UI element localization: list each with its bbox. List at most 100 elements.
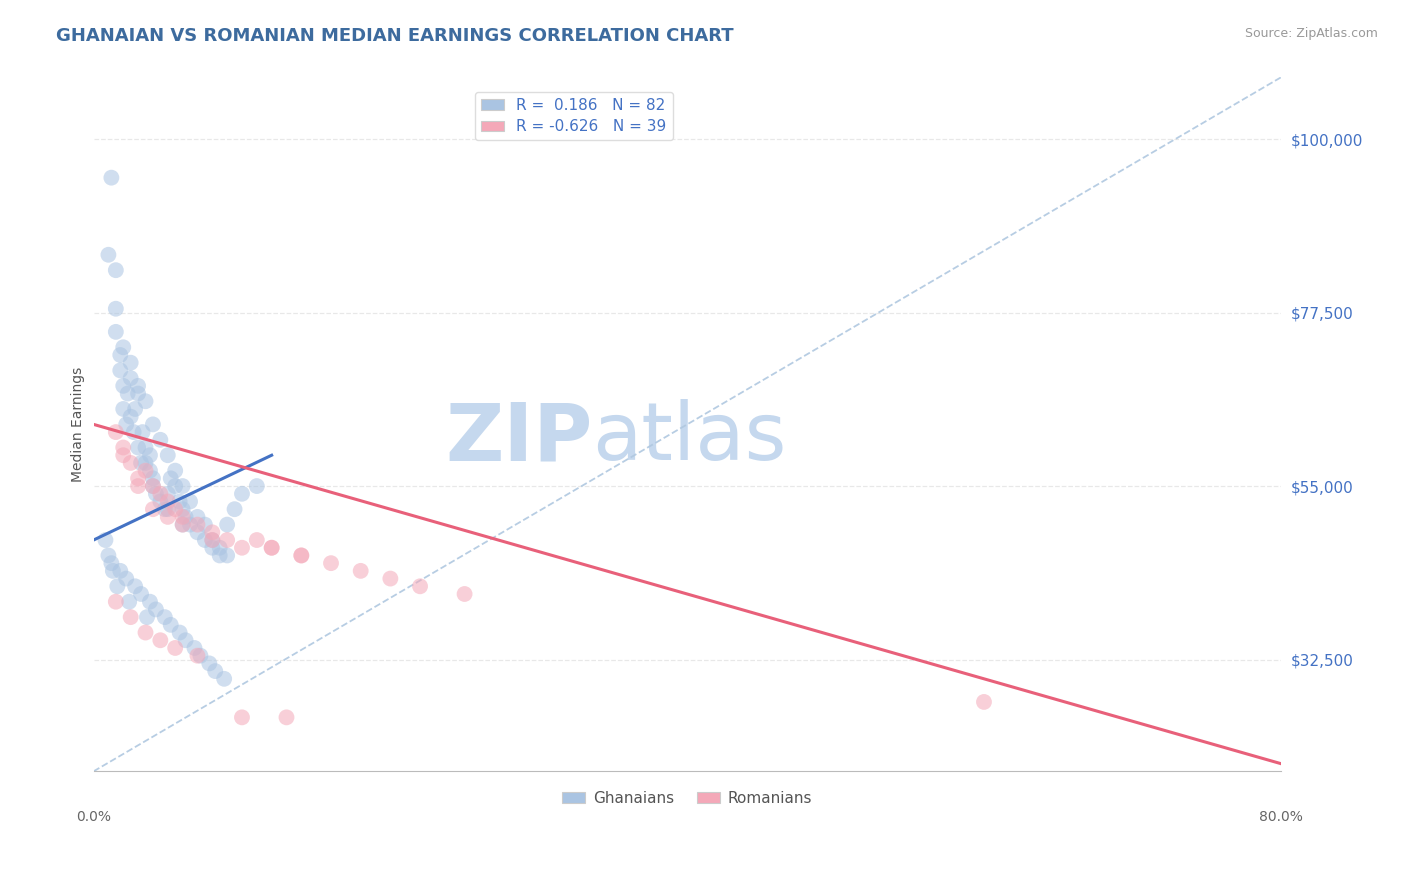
- Point: [172, 509, 194, 524]
- Point: [153, 502, 176, 516]
- Point: [319, 556, 342, 570]
- Point: [115, 572, 138, 586]
- Point: [186, 509, 208, 524]
- Text: atlas: atlas: [592, 400, 786, 477]
- Point: [139, 595, 162, 609]
- Point: [208, 541, 231, 555]
- Point: [136, 610, 159, 624]
- Point: [276, 710, 298, 724]
- Point: [97, 248, 120, 262]
- Point: [134, 441, 156, 455]
- Point: [165, 464, 187, 478]
- Point: [165, 479, 187, 493]
- Point: [174, 509, 197, 524]
- Point: [174, 633, 197, 648]
- Point: [142, 471, 165, 485]
- Point: [156, 487, 179, 501]
- Point: [172, 517, 194, 532]
- Point: [110, 363, 132, 377]
- Point: [142, 479, 165, 493]
- Point: [973, 695, 995, 709]
- Point: [156, 509, 179, 524]
- Point: [127, 479, 149, 493]
- Point: [105, 579, 128, 593]
- Point: [134, 394, 156, 409]
- Point: [94, 533, 117, 547]
- Point: [350, 564, 373, 578]
- Point: [169, 494, 191, 508]
- Point: [112, 448, 135, 462]
- Point: [129, 587, 152, 601]
- Point: [217, 549, 239, 563]
- Point: [129, 456, 152, 470]
- Point: [139, 448, 162, 462]
- Point: [179, 517, 201, 532]
- Point: [112, 441, 135, 455]
- Text: 0.0%: 0.0%: [76, 810, 111, 824]
- Point: [224, 502, 246, 516]
- Point: [156, 494, 179, 508]
- Point: [120, 356, 142, 370]
- Point: [231, 487, 253, 501]
- Point: [104, 263, 127, 277]
- Point: [231, 541, 253, 555]
- Point: [149, 633, 172, 648]
- Text: Source: ZipAtlas.com: Source: ZipAtlas.com: [1244, 27, 1378, 40]
- Y-axis label: Median Earnings: Median Earnings: [72, 367, 86, 482]
- Point: [156, 502, 179, 516]
- Point: [127, 471, 149, 485]
- Point: [183, 640, 205, 655]
- Point: [112, 340, 135, 354]
- Point: [186, 525, 208, 540]
- Point: [134, 464, 156, 478]
- Point: [115, 417, 138, 432]
- Point: [201, 525, 224, 540]
- Point: [100, 556, 122, 570]
- Point: [260, 541, 283, 555]
- Point: [217, 533, 239, 547]
- Point: [100, 170, 122, 185]
- Point: [198, 657, 221, 671]
- Point: [169, 625, 191, 640]
- Point: [153, 610, 176, 624]
- Point: [204, 664, 226, 678]
- Point: [201, 533, 224, 547]
- Point: [165, 502, 187, 516]
- Point: [104, 301, 127, 316]
- Point: [142, 417, 165, 432]
- Point: [246, 479, 269, 493]
- Point: [186, 517, 208, 532]
- Point: [145, 602, 167, 616]
- Point: [110, 564, 132, 578]
- Point: [97, 549, 120, 563]
- Point: [149, 487, 172, 501]
- Point: [112, 401, 135, 416]
- Point: [186, 648, 208, 663]
- Point: [179, 494, 201, 508]
- Point: [124, 401, 146, 416]
- Point: [380, 572, 402, 586]
- Point: [117, 386, 139, 401]
- Point: [159, 471, 181, 485]
- Point: [260, 541, 283, 555]
- Point: [127, 441, 149, 455]
- Point: [194, 533, 217, 547]
- Point: [104, 595, 127, 609]
- Point: [110, 348, 132, 362]
- Point: [231, 710, 253, 724]
- Legend: Ghanaians, Romanians: Ghanaians, Romanians: [557, 785, 818, 813]
- Point: [122, 425, 145, 439]
- Point: [142, 502, 165, 516]
- Point: [172, 517, 194, 532]
- Point: [104, 425, 127, 439]
- Point: [165, 640, 187, 655]
- Point: [127, 379, 149, 393]
- Text: GHANAIAN VS ROMANIAN MEDIAN EARNINGS CORRELATION CHART: GHANAIAN VS ROMANIAN MEDIAN EARNINGS COR…: [56, 27, 734, 45]
- Text: ZIP: ZIP: [444, 400, 592, 477]
- Point: [290, 549, 312, 563]
- Point: [139, 464, 162, 478]
- Point: [131, 425, 153, 439]
- Point: [159, 617, 181, 632]
- Point: [149, 494, 172, 508]
- Point: [246, 533, 269, 547]
